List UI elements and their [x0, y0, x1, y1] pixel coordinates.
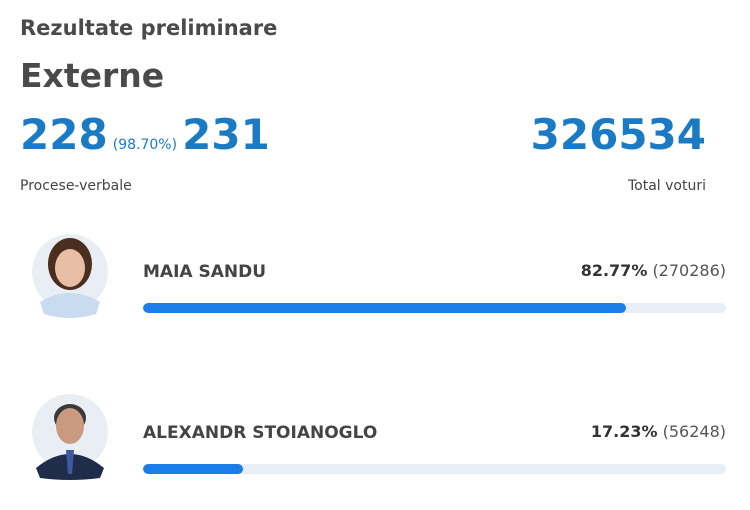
subtitle: Externe [20, 56, 165, 95]
total-votes-label: Total voturi [627, 178, 706, 194]
processed: 228 [20, 110, 108, 159]
bar [143, 303, 626, 313]
percent: 82.77% [580, 261, 648, 280]
bar [143, 464, 244, 474]
percent: 17.23% [590, 422, 658, 441]
title: Rezultate preliminare [20, 16, 278, 40]
bar-track [143, 303, 726, 313]
candidate-result: 17.23% (56248) [591, 422, 726, 441]
votes: (270286) [652, 261, 726, 280]
candidate-result: 82.77% (270286) [581, 261, 726, 280]
photo [32, 234, 108, 318]
bar-track [143, 464, 726, 474]
candidate-name: MAIA SANDU [143, 262, 267, 282]
total: 231 [182, 110, 270, 159]
processed-row: 228 (98.70%) 231 [20, 110, 270, 159]
candidate-name: ALEXANDR STOIANOGLO [143, 423, 378, 443]
processed-label: Procese-verbale [20, 178, 132, 194]
total-votes: 326534 [530, 110, 706, 159]
votes: (56248) [662, 422, 726, 441]
processed-percent: (98.70%) [112, 137, 178, 153]
photo [32, 394, 108, 480]
